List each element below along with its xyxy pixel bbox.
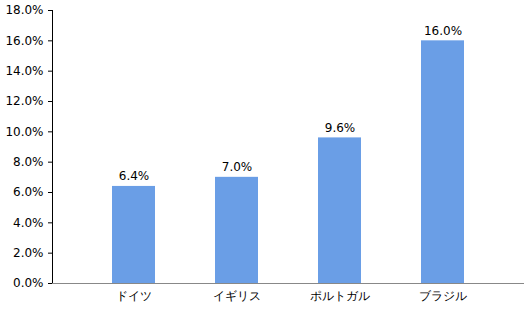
svg-text:0.0%: 0.0% [13,276,44,290]
svg-text:6.0%: 6.0% [13,185,44,199]
svg-text:4.0%: 4.0% [13,216,44,230]
svg-text:8.0%: 8.0% [13,155,44,169]
svg-text:2.0%: 2.0% [13,246,44,260]
svg-text:16.0%: 16.0% [5,34,43,48]
svg-text:イギリス: イギリス [213,289,261,303]
svg-text:ブラジル: ブラジル [419,289,467,303]
svg-text:7.0%: 7.0% [222,160,253,174]
svg-text:6.4%: 6.4% [119,169,150,183]
svg-text:ドイツ: ドイツ [116,289,152,303]
svg-text:9.6%: 9.6% [325,121,356,135]
svg-text:16.0%: 16.0% [424,24,462,38]
svg-text:14.0%: 14.0% [5,64,43,78]
svg-text:18.0%: 18.0% [5,3,43,17]
svg-text:12.0%: 12.0% [5,94,43,108]
svg-text:10.0%: 10.0% [5,125,43,139]
svg-text:ポルトガル: ポルトガル [310,289,370,303]
